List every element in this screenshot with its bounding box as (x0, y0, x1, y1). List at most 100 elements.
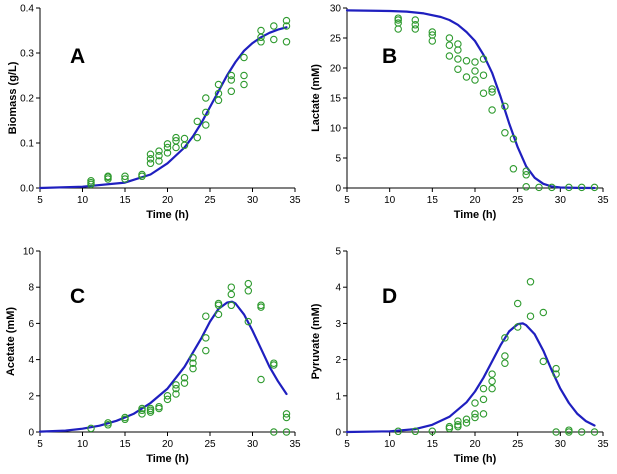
data-point (471, 399, 479, 407)
data-point (172, 137, 180, 145)
data-point (501, 352, 509, 360)
data-point (257, 26, 265, 35)
y-axis-label: Biomass (g/L) (7, 61, 19, 134)
data-point (509, 135, 518, 143)
x-tick-label: 25 (512, 195, 524, 206)
y-axis-label: Lactate (mM) (310, 64, 322, 132)
y-tick-label: 4 (335, 283, 341, 294)
y-tick-label: 15 (330, 94, 342, 105)
data-point (565, 426, 573, 434)
data-point (479, 410, 488, 418)
data-point (454, 65, 462, 73)
model-curve (345, 9, 596, 190)
y-tick-label: 0.1 (20, 139, 34, 150)
data-point (270, 428, 278, 436)
x-tick-label: 10 (384, 439, 396, 450)
x-tick-label: 10 (384, 195, 396, 206)
data-point (479, 89, 488, 97)
data-point (411, 21, 420, 29)
data-point (257, 301, 265, 310)
data-point (445, 52, 454, 60)
data-point (155, 151, 163, 160)
data-point (138, 170, 146, 179)
data-point (454, 421, 462, 429)
data-point (522, 183, 530, 191)
data-point (411, 25, 420, 33)
data-point (488, 88, 496, 96)
data-point (445, 34, 454, 42)
data-point (577, 428, 586, 436)
data-point (428, 31, 437, 39)
data-point (454, 40, 462, 48)
data-point (87, 177, 95, 185)
data-point (155, 402, 163, 411)
model-curve (345, 322, 596, 434)
x-tick-label: 5 (344, 439, 350, 450)
data-point (552, 428, 560, 436)
data-point (202, 94, 210, 102)
x-tick-label: 10 (77, 195, 89, 206)
data-point (172, 384, 180, 393)
data-point (282, 38, 291, 46)
x-tick-label: 35 (597, 439, 609, 450)
data-point (180, 134, 189, 143)
data-point (163, 140, 172, 148)
data-point (590, 183, 599, 192)
data-point (282, 410, 291, 418)
data-point (577, 183, 586, 192)
y-axis-label: Acetate (mM) (5, 307, 17, 376)
data-point (104, 419, 112, 427)
data-point (202, 346, 210, 355)
data-point (244, 317, 253, 326)
x-tick-label: 30 (555, 195, 567, 206)
data-point (121, 175, 129, 183)
x-axis-label: Time (h) (454, 209, 497, 221)
data-point (539, 357, 548, 366)
x-tick-label: 20 (469, 439, 481, 450)
data-point (471, 76, 479, 84)
y-tick-label: 5 (335, 154, 341, 165)
data-point (146, 155, 155, 163)
data-point (509, 165, 518, 173)
data-point (513, 299, 522, 308)
data-point (104, 172, 112, 181)
data-point (121, 413, 129, 422)
data-point (488, 370, 496, 378)
data-point (240, 71, 248, 80)
y-tick-label: 0 (335, 184, 341, 195)
data-point (202, 334, 210, 342)
data-point (411, 16, 420, 24)
panel-a: 5 10 15 20 25 30 35 0.0 0.1 0.2 0.3 0.4 Time (h) Biom… (7, 4, 301, 222)
panel-d: 5 10 15 20 25 30 35 0 1 2 3 4 5 Time (h) Pyruvate (mM)… (310, 247, 609, 466)
data-point (214, 310, 223, 319)
data-point (471, 67, 479, 75)
data-point (552, 370, 560, 378)
data-point (202, 121, 210, 129)
data-point (501, 102, 509, 111)
data-point (462, 73, 471, 81)
y-tick-label: 10 (330, 124, 342, 135)
x-tick-label: 20 (162, 439, 174, 450)
data-point (121, 172, 129, 181)
panel-letter: B (382, 45, 397, 68)
y-tick-label: 0 (335, 428, 341, 439)
data-point (214, 299, 223, 308)
x-tick-label: 35 (289, 439, 301, 450)
x-tick-label: 5 (344, 195, 350, 206)
data-point (394, 25, 402, 33)
data-point (138, 410, 146, 418)
data-point (172, 133, 180, 142)
x-tick-label: 20 (162, 195, 174, 206)
data-point (146, 159, 155, 168)
data-point (522, 171, 530, 179)
x-tick-label: 35 (289, 195, 301, 206)
y-tick-label: 0.4 (20, 4, 34, 15)
data-point (180, 373, 189, 382)
x-tick-label: 15 (119, 439, 131, 450)
data-point (214, 96, 223, 105)
data-point (155, 157, 163, 165)
data-point (526, 278, 535, 286)
data-point (454, 46, 462, 54)
